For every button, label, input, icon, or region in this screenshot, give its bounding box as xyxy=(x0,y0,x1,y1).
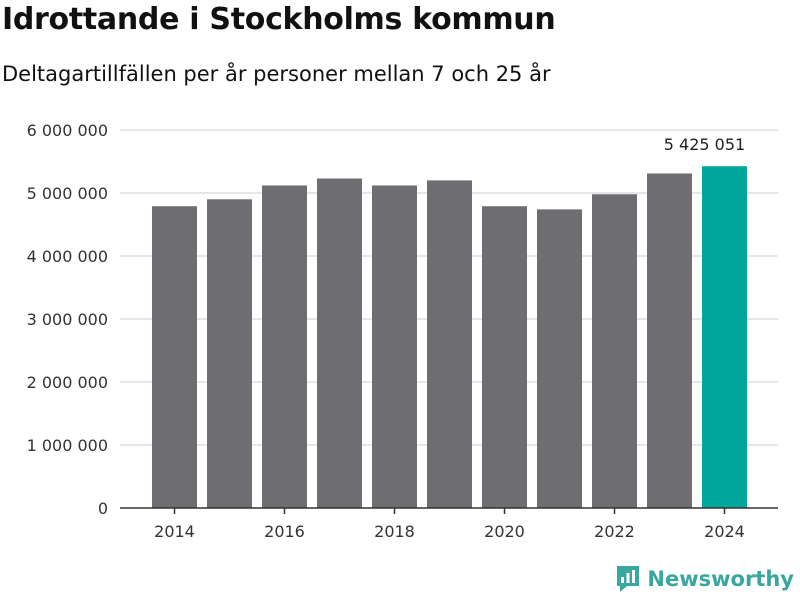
y-tick-label: 5 000 000 xyxy=(27,184,108,203)
bar-2023 xyxy=(647,173,692,508)
newsworthy-logo-icon xyxy=(617,566,640,592)
x-tick-label: 2020 xyxy=(484,522,525,541)
bar-2018 xyxy=(372,185,417,508)
bar-2020 xyxy=(482,206,527,509)
bar-2021 xyxy=(537,209,582,508)
chart-subtitle: Deltagartillfällen per år personer mella… xyxy=(2,62,551,86)
bar-2024 xyxy=(702,166,747,508)
y-tick-label: 2 000 000 xyxy=(27,373,108,392)
bar-2014 xyxy=(152,206,197,509)
bar-2015 xyxy=(207,199,252,509)
y-tick-label: 3 000 000 xyxy=(27,310,108,329)
x-tick-label: 2014 xyxy=(154,522,195,541)
brand-name: Newsworthy xyxy=(647,567,794,591)
x-tick-label: 2018 xyxy=(374,522,415,541)
bar-2019 xyxy=(427,180,472,508)
newsworthy-brand: Newsworthy xyxy=(615,564,794,594)
x-tick-label: 2016 xyxy=(264,522,305,541)
data-label-2024: 5 425 051 xyxy=(664,135,745,154)
x-tick-label: 2022 xyxy=(594,522,635,541)
x-tick-label: 2024 xyxy=(704,522,745,541)
bar-2017 xyxy=(317,178,362,508)
chart-title: Idrottande i Stockholms kommun xyxy=(2,2,556,37)
y-tick-label: 1 000 000 xyxy=(27,436,108,455)
bar-2022 xyxy=(592,194,637,508)
y-tick-label: 0 xyxy=(98,499,108,518)
bar-2016 xyxy=(262,185,307,508)
y-tick-label: 4 000 000 xyxy=(27,247,108,266)
y-tick-label: 6 000 000 xyxy=(27,121,108,140)
